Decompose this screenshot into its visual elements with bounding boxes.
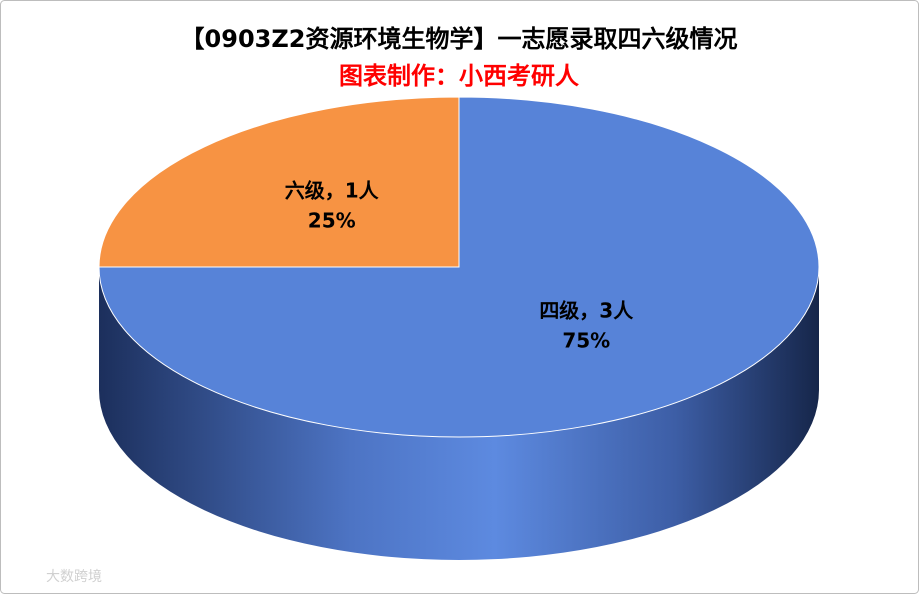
- chart-title: 【0903Z2资源环境生物学】一志愿录取四六级情况: [181, 25, 738, 53]
- pie: 四级，3人 75% 六级，1人 25%: [98, 96, 820, 560]
- data-label: 25%: [308, 208, 356, 232]
- data-label: 六级，1人: [285, 178, 380, 202]
- chart-subtitle: 图表制作：小西考研人: [339, 62, 579, 90]
- watermark: 大数跨境: [46, 569, 102, 585]
- slice-side: [99, 267, 819, 560]
- slice: [98, 96, 460, 268]
- data-label: 75%: [562, 329, 610, 353]
- data-label: 四级，3人: [539, 299, 634, 323]
